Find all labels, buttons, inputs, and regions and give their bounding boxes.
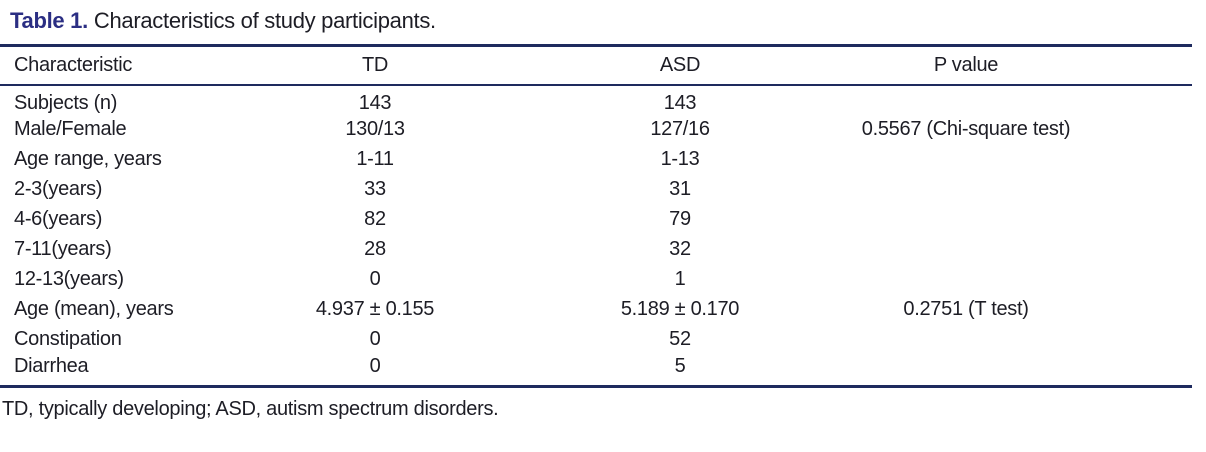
table-row: 7-11(years) 28 32	[0, 235, 1192, 265]
cell-pvalue	[830, 85, 1192, 115]
table-row: 2-3(years) 33 31	[0, 175, 1192, 205]
table-caption-text: Characteristics of study participants.	[93, 8, 436, 33]
table-row: Male/Female 130/13 127/16 0.5567 (Chi-sq…	[0, 115, 1192, 145]
cell-asd: 5.189 ± 0.170	[620, 298, 740, 320]
cell-characteristic: Diarrhea	[14, 354, 89, 377]
table-caption-label: Table 1.	[10, 8, 88, 33]
column-header-characteristic: Characteristic	[0, 45, 220, 86]
cell-asd: 1-13	[660, 148, 700, 170]
cell-characteristic: 2-3(years)	[14, 178, 103, 200]
cell-td: 82	[364, 208, 386, 230]
cell-asd: 143	[663, 91, 697, 114]
cell-pvalue	[830, 355, 1192, 387]
cell-characteristic: 4-6(years)	[14, 208, 103, 230]
cell-pvalue	[830, 205, 1192, 235]
cell-td: 0	[369, 354, 381, 377]
cell-td: 130/13	[345, 118, 405, 140]
cell-pvalue	[830, 145, 1192, 175]
cell-characteristic: Subjects (n)	[14, 91, 118, 114]
cell-td: 33	[364, 178, 386, 200]
table-row: Subjects (n) 143 143	[0, 85, 1192, 115]
table-body: Subjects (n) 143 143 Male/Female 130/13 …	[0, 85, 1192, 387]
cell-pvalue: 0.2751 (T test)	[903, 298, 1029, 320]
table-row: 4-6(years) 82 79	[0, 205, 1192, 235]
cell-pvalue	[830, 265, 1192, 295]
cell-asd: 1	[674, 268, 686, 290]
cell-td: 143	[358, 91, 392, 114]
table-row: Age (mean), years 4.937 ± 0.155 5.189 ± …	[0, 295, 1192, 325]
cell-asd: 52	[669, 328, 691, 350]
cell-characteristic: Constipation	[14, 328, 122, 350]
column-header-td: TD	[220, 45, 530, 86]
cell-td: 1-11	[356, 148, 394, 170]
cell-characteristic: Male/Female	[14, 118, 127, 140]
cell-pvalue	[830, 235, 1192, 265]
cell-asd: 32	[669, 238, 691, 260]
cell-td: 0	[369, 328, 381, 350]
table-header-row: Characteristic TD ASD P value	[0, 45, 1192, 86]
column-header-pvalue: P value	[830, 45, 1192, 86]
cell-asd: 31	[669, 178, 691, 200]
column-header-asd: ASD	[530, 45, 830, 86]
cell-asd: 5	[674, 354, 686, 377]
cell-characteristic: Age range, years	[14, 148, 162, 170]
table-footnote: TD, typically developing; ASD, autism sp…	[2, 397, 499, 420]
table-caption: Table 1. Characteristics of study partici…	[10, 8, 1206, 34]
cell-td: 4.937 ± 0.155	[315, 298, 435, 320]
table-row: Constipation 0 52	[0, 325, 1192, 355]
cell-td: 28	[364, 238, 386, 260]
cell-characteristic: 12-13(years)	[14, 268, 124, 290]
table-row: Age range, years 1-11 1-13	[0, 145, 1192, 175]
cell-asd: 79	[669, 208, 691, 230]
participants-table: Characteristic TD ASD P value Subjects (…	[0, 44, 1192, 388]
cell-pvalue	[830, 325, 1192, 355]
table-row: 12-13(years) 0 1	[0, 265, 1192, 295]
table-header: Characteristic TD ASD P value	[0, 45, 1192, 86]
cell-characteristic: Age (mean), years	[14, 298, 174, 320]
cell-asd: 127/16	[650, 118, 710, 140]
cell-characteristic: 7-11(years)	[14, 238, 112, 260]
table-row: Diarrhea 0 5	[0, 355, 1192, 387]
cell-td: 0	[369, 268, 381, 290]
cell-pvalue: 0.5567 (Chi-square test)	[861, 118, 1071, 140]
cell-pvalue	[830, 175, 1192, 205]
